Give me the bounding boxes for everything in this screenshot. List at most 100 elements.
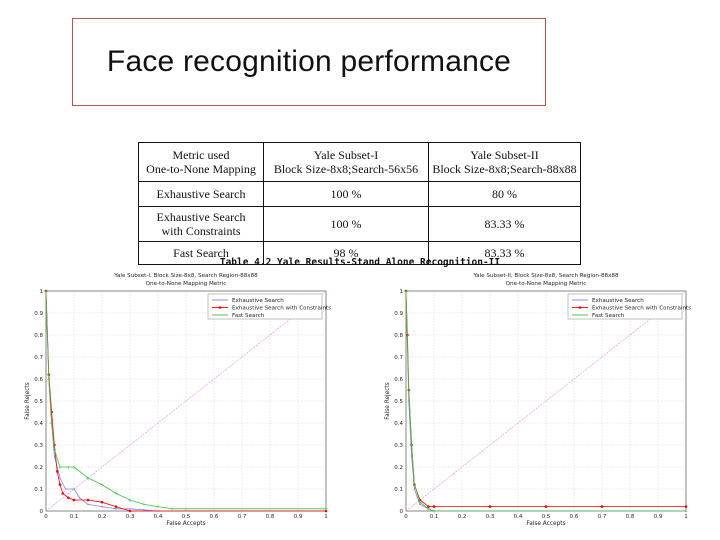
y-tick-label: 0.5 — [394, 399, 403, 405]
x-tick-label: 1 — [684, 514, 688, 520]
data-point: + — [49, 421, 53, 427]
y-tick-label: 0.9 — [34, 311, 43, 317]
data-point — [59, 477, 61, 479]
header-cell-metric: Metric used One-to-None Mapping — [138, 142, 264, 182]
data-point — [100, 500, 104, 504]
cell-text: Exhaustive Search — [156, 187, 246, 201]
x-tick-label: 0.3 — [126, 514, 135, 520]
y-tick-label: 0.6 — [394, 377, 403, 383]
chart-subtitle: One-to-None Mapping Metric — [146, 281, 227, 287]
table-row: Exhaustive Search with Constraints 100 %… — [138, 206, 581, 242]
x-tick-label: 0 — [44, 514, 48, 520]
subset2-cell: 80 % — [428, 181, 581, 207]
data-point — [101, 505, 103, 508]
results-table: Metric used One-to-None Mapping Yale Sub… — [138, 142, 581, 265]
y-axis-label: False Rejects — [385, 382, 391, 419]
data-point: + — [412, 482, 416, 488]
data-point: + — [142, 502, 146, 508]
data-point: + — [66, 465, 70, 471]
data-point — [488, 505, 492, 508]
header-text: Yale Subset-II — [470, 148, 539, 162]
data-point — [600, 505, 604, 508]
x-tick-label: 0.5 — [182, 514, 191, 520]
data-point — [684, 505, 688, 508]
x-tick-label: 0.8 — [266, 514, 275, 520]
x-tick-label: 0.8 — [626, 514, 635, 520]
data-point: + — [114, 491, 118, 497]
data-point: + — [324, 507, 328, 513]
data-point: + — [404, 289, 408, 295]
subset2-cell: 83.33 % — [428, 241, 581, 265]
x-tick-label: 0.4 — [154, 514, 163, 520]
y-tick-label: 0.7 — [34, 355, 43, 361]
data-point — [53, 455, 56, 457]
y-tick-label: 0 — [400, 509, 404, 515]
subset1-cell: 98 % — [263, 241, 429, 265]
y-tick-label: 0.6 — [34, 377, 43, 383]
data-point — [64, 488, 67, 490]
y-tick-label: 0.5 — [34, 399, 43, 405]
data-point: + — [47, 377, 51, 383]
x-tick-label: 0 — [404, 514, 408, 520]
series-line — [405, 290, 686, 512]
table-header-row: Metric used One-to-None Mapping Yale Sub… — [138, 142, 581, 182]
chart-subtitle: One-to-None Mapping Metric — [506, 281, 587, 287]
data-point: + — [100, 482, 104, 488]
slide-title-box: Face recognition performance — [72, 18, 546, 106]
data-point — [544, 505, 548, 508]
subset2-cell: 83.33 % — [428, 206, 581, 242]
data-point: + — [409, 443, 413, 449]
header-text: One-to-None Mapping — [146, 162, 256, 176]
x-tick-label: 0.5 — [542, 514, 551, 520]
slide-title: Face recognition performance — [106, 45, 512, 78]
data-point — [114, 505, 118, 508]
data-point: + — [170, 507, 174, 513]
data-point — [129, 508, 131, 510]
x-tick-label: 0.4 — [514, 514, 523, 520]
header-cell-subset2: Yale Subset-II Block Size-8x8;Search-88x… — [428, 142, 581, 182]
x-axis-label: False Accepts — [166, 521, 205, 527]
y-axis-label: False Rejects — [25, 382, 31, 419]
table-row: Fast Search 98 % 83.33 % — [138, 241, 581, 265]
y-tick-label: 0.2 — [34, 465, 43, 471]
data-point — [87, 503, 89, 506]
data-point — [72, 498, 76, 502]
x-tick-label: 0.7 — [598, 514, 607, 520]
cell-text: with Constraints — [161, 224, 241, 238]
y-tick-label: 0.1 — [34, 487, 43, 493]
data-point: + — [44, 289, 48, 295]
header-text: Metric used — [172, 148, 230, 162]
cell-text: Exhaustive Search — [156, 210, 246, 224]
data-point: + — [407, 388, 411, 394]
table-row: Exhaustive Search 100 % 80 % — [138, 181, 581, 207]
method-cell: Exhaustive Search — [138, 181, 264, 207]
legend-label: Exhaustive Search with Constraints — [232, 306, 331, 312]
data-point — [115, 508, 117, 510]
data-point — [413, 488, 416, 490]
data-point — [324, 509, 328, 513]
series-line — [45, 290, 326, 510]
x-tick-label: 0.6 — [570, 514, 579, 520]
legend-label: Exhaustive Search with Constraints — [592, 306, 691, 312]
x-tick-label: 1 — [324, 514, 328, 520]
legend-label: Exhaustive Search — [592, 298, 644, 304]
y-tick-label: 0.3 — [34, 443, 43, 449]
y-tick-label: 0.1 — [394, 487, 403, 493]
data-point: + — [156, 504, 160, 510]
x-tick-label: 0.2 — [98, 514, 107, 520]
cell-text: Fast Search — [173, 246, 229, 260]
data-point: + — [52, 447, 56, 453]
x-axis-label: False Accepts — [526, 521, 565, 527]
x-tick-label: 0.6 — [210, 514, 219, 520]
data-point: + — [432, 509, 436, 515]
y-tick-label: 0.4 — [34, 421, 43, 427]
subset1-cell: 100 % — [263, 206, 429, 242]
method-cell: Exhaustive Search with Constraints — [138, 206, 264, 242]
data-point: + — [684, 509, 688, 515]
chart-title: Yale Subset-II, Block Size-8x8, Search R… — [472, 273, 618, 279]
data-point — [86, 498, 90, 502]
x-tick-label: 0.2 — [458, 514, 467, 520]
header-text: Yale Subset-I — [313, 148, 379, 162]
data-point — [58, 483, 62, 486]
data-point — [143, 509, 145, 511]
